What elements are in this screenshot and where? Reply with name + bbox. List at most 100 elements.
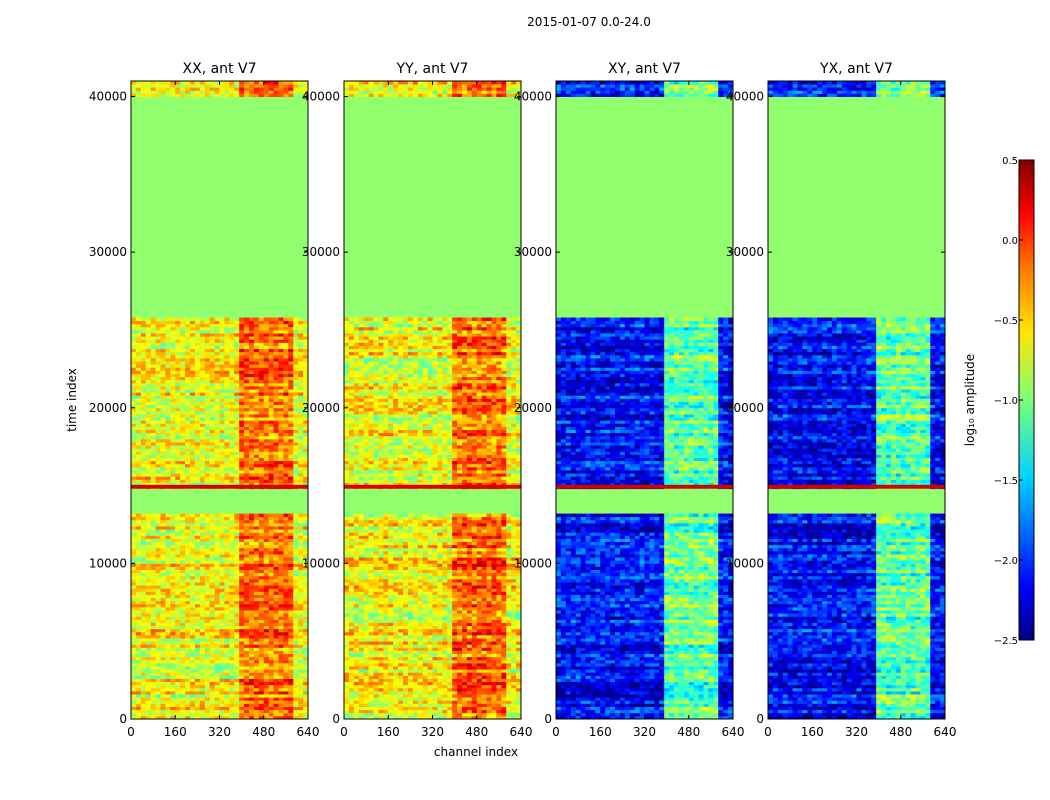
- heatmap-cell: [244, 628, 250, 633]
- heatmap-cell: [150, 323, 156, 328]
- heatmap-cell: [348, 694, 355, 698]
- heatmap-cell: [403, 706, 409, 711]
- heatmap-cell: [190, 323, 196, 328]
- heatmap-cell: [368, 690, 374, 695]
- heatmap-cell: [422, 687, 428, 692]
- heatmap-cell: [199, 532, 206, 536]
- heatmap-cell: [298, 578, 304, 583]
- heatmap-cell: [288, 348, 294, 353]
- heatmap-cell: [219, 339, 225, 343]
- heatmap-cell: [214, 613, 220, 617]
- heatmap-cell: [150, 81, 156, 85]
- heatmap-cell: [244, 535, 250, 539]
- heatmap-cell: [185, 641, 191, 645]
- heatmap-cell: [288, 526, 294, 530]
- heatmap-cell: [175, 628, 181, 633]
- heatmap-cell: [145, 317, 152, 322]
- heatmap-cell: [214, 389, 220, 393]
- heatmap-cell: [303, 410, 309, 415]
- heatmap-cell: [278, 709, 284, 714]
- heatmap-cell: [303, 320, 309, 325]
- heatmap-cell: [214, 616, 220, 620]
- heatmap-cell: [131, 578, 137, 583]
- heatmap-cell: [175, 376, 181, 381]
- heatmap-cell: [190, 535, 196, 539]
- heatmap-cell: [466, 700, 473, 704]
- heatmap-cell: [175, 610, 181, 614]
- heatmap-cell: [131, 423, 137, 427]
- heatmap-cell: [244, 410, 250, 415]
- heatmap-cell: [194, 357, 201, 362]
- heatmap-cell: [263, 376, 270, 381]
- heatmap-cell: [244, 451, 250, 455]
- heatmap-cell: [293, 364, 299, 368]
- heatmap-cell: [407, 697, 414, 701]
- heatmap-cell: [273, 435, 279, 440]
- heatmap-cell: [258, 407, 265, 412]
- heatmap-cell: [214, 563, 220, 567]
- heatmap-cell: [194, 423, 201, 427]
- heatmap-cell: [194, 606, 201, 611]
- heatmap-cell: [175, 345, 181, 350]
- heatmap-cell: [298, 572, 304, 577]
- heatmap-cell: [253, 666, 260, 670]
- heatmap-cell: [283, 625, 289, 630]
- heatmap-cell: [258, 694, 265, 698]
- heatmap-cell: [403, 703, 409, 707]
- heatmap-cell: [293, 641, 299, 645]
- heatmap-cell: [249, 401, 255, 406]
- heatmap-cell: [229, 333, 235, 337]
- heatmap-cell: [145, 379, 152, 384]
- heatmap-cell: [476, 687, 483, 692]
- heatmap-cell: [135, 600, 142, 605]
- heatmap-cell: [155, 361, 161, 365]
- heatmap-cell: [150, 401, 156, 406]
- heatmap-cell: [199, 644, 206, 648]
- heatmap-cell: [298, 470, 304, 474]
- heatmap-cell: [199, 591, 206, 595]
- heatmap-cell: [155, 613, 161, 617]
- heatmap-cell: [249, 662, 255, 667]
- heatmap-cell: [253, 578, 260, 583]
- heatmap-cell: [268, 410, 274, 415]
- heatmap-cell: [293, 348, 299, 353]
- heatmap-cell: [263, 516, 270, 521]
- heatmap-cell: [283, 426, 289, 430]
- heatmap-cell: [175, 631, 181, 636]
- heatmap-cell: [283, 709, 289, 714]
- heatmap-cell: [249, 361, 255, 365]
- heatmap-cell: [150, 351, 156, 356]
- heatmap-cell: [239, 709, 245, 714]
- heatmap-cell: [224, 435, 230, 440]
- heatmap-cell: [278, 342, 284, 346]
- heatmap-cell: [150, 357, 156, 362]
- heatmap-cell: [209, 373, 215, 378]
- heatmap-cell: [165, 628, 171, 633]
- heatmap-cell: [175, 466, 181, 471]
- heatmap-cell: [283, 634, 289, 639]
- heatmap-cell: [175, 669, 181, 673]
- heatmap-cell: [258, 690, 265, 695]
- heatmap-cell: [204, 544, 211, 549]
- heatmap-cell: [160, 694, 166, 698]
- heatmap-cell: [373, 687, 379, 692]
- heatmap-cell: [293, 457, 299, 462]
- heatmap-cell: [180, 715, 186, 720]
- heatmap-cell: [432, 697, 438, 701]
- heatmap-cell: [278, 323, 284, 328]
- heatmap-cell: [258, 320, 265, 325]
- heatmap-cell: [268, 588, 274, 592]
- heatmap-cell: [516, 697, 522, 701]
- heatmap-cell: [131, 625, 137, 630]
- heatmap-cell: [283, 597, 289, 602]
- heatmap-cell: [432, 684, 438, 689]
- heatmap-cell: [160, 532, 166, 536]
- heatmap-cell: [170, 367, 176, 371]
- heatmap-cell: [293, 541, 299, 546]
- heatmap-cell: [422, 697, 428, 701]
- heatmap-cell: [293, 516, 299, 521]
- heatmap-cell: [303, 557, 309, 561]
- heatmap-cell: [194, 516, 201, 521]
- heatmap-cell: [273, 401, 279, 406]
- heatmap-cell: [249, 317, 255, 322]
